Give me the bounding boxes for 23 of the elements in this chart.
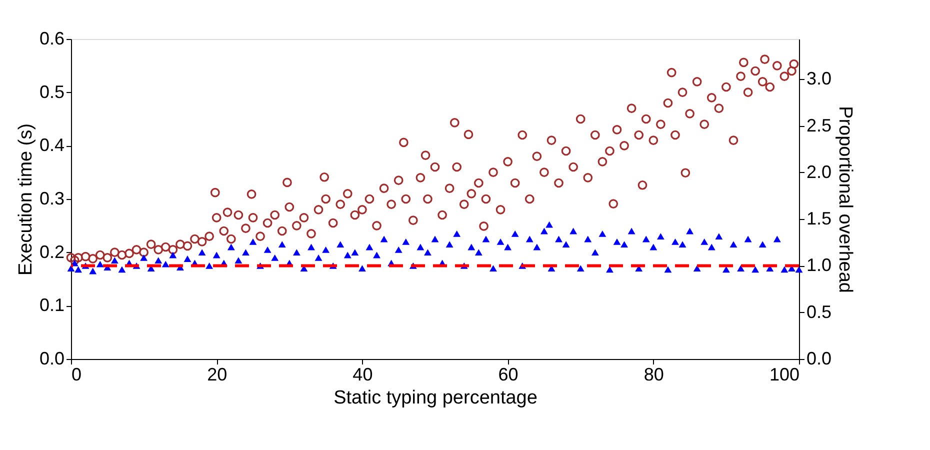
x-tick-label: 100 — [769, 364, 800, 384]
y2-tick-label: 0.5 — [806, 302, 832, 322]
y-axis-title: Execution time (s) — [15, 123, 36, 276]
y2-axis-title: Proportional overhead — [834, 106, 856, 293]
x-tick-label: 0 — [72, 364, 82, 384]
x-tick-label: 20 — [207, 364, 228, 384]
y-tick-label: 0.2 — [39, 242, 64, 262]
x-axis-title: Static typing percentage — [334, 388, 538, 408]
y2-tick-label: 1.5 — [806, 208, 832, 229]
y-tick-label: 0.4 — [39, 135, 64, 156]
y2-tick-label: 3.0 — [806, 68, 832, 89]
y2-tick-label: 2.0 — [806, 162, 832, 182]
y2-tick-label: 2.5 — [806, 115, 832, 136]
y-tick-label: 0.1 — [39, 295, 64, 316]
y2-tick-label: 0.0 — [806, 348, 832, 368]
y2-tick-label: 1.0 — [806, 255, 832, 276]
x-tick-label: 40 — [352, 364, 373, 384]
y-tick-label: 0.6 — [39, 28, 64, 48]
y-tick-label: 0.5 — [39, 82, 64, 102]
x-tick-label: 60 — [498, 364, 518, 384]
y-tick-label: 0.3 — [39, 188, 64, 208]
x-tick-label: 80 — [644, 364, 664, 384]
y-tick-label: 0.0 — [39, 348, 64, 368]
